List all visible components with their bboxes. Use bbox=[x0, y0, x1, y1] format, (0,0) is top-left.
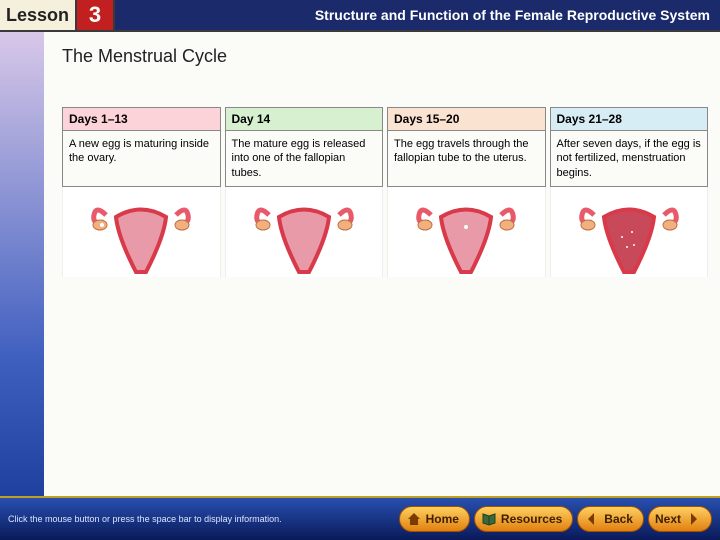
phase-diagram bbox=[550, 187, 709, 277]
phase-col: Days 15–20 The egg travels through the f… bbox=[387, 107, 546, 277]
phase-days: Days 21–28 bbox=[550, 107, 709, 131]
phase-desc: The mature egg is released into one of t… bbox=[225, 131, 384, 187]
phase-days: Days 15–20 bbox=[387, 107, 546, 131]
phase-diagram bbox=[62, 187, 221, 277]
uterus-icon bbox=[86, 197, 196, 277]
home-icon bbox=[406, 511, 422, 527]
lesson-number: 3 bbox=[77, 0, 115, 32]
uterus-icon bbox=[574, 197, 684, 277]
phase-desc: The egg travels through the fallopian tu… bbox=[387, 131, 546, 187]
book-icon bbox=[481, 511, 497, 527]
resources-label: Resources bbox=[501, 512, 562, 526]
phase-desc: After seven days, if the egg is not fert… bbox=[550, 131, 709, 187]
next-button[interactable]: Next bbox=[648, 506, 712, 532]
left-decorative-strip bbox=[0, 32, 44, 496]
footer-hint: Click the mouse button or press the spac… bbox=[8, 514, 399, 524]
footer-nav: Click the mouse button or press the spac… bbox=[0, 496, 720, 540]
phase-diagram bbox=[225, 187, 384, 277]
slide-content: The Menstrual Cycle Days 1–13 A new egg … bbox=[44, 32, 720, 496]
header: Lesson 3 Structure and Function of the F… bbox=[0, 0, 720, 32]
phase-desc: A new egg is maturing inside the ovary. bbox=[62, 131, 221, 187]
uterus-icon bbox=[249, 197, 359, 277]
resources-button[interactable]: Resources bbox=[474, 506, 573, 532]
home-button[interactable]: Home bbox=[399, 506, 470, 532]
phase-days: Day 14 bbox=[225, 107, 384, 131]
back-label: Back bbox=[604, 512, 633, 526]
uterus-icon bbox=[411, 197, 521, 277]
slide-subtitle: The Menstrual Cycle bbox=[62, 46, 708, 67]
lesson-label: Lesson bbox=[0, 0, 77, 32]
phase-days: Days 1–13 bbox=[62, 107, 221, 131]
arrow-right-icon bbox=[685, 511, 701, 527]
arrow-left-icon bbox=[584, 511, 600, 527]
phase-diagram bbox=[387, 187, 546, 277]
home-label: Home bbox=[426, 512, 459, 526]
next-label: Next bbox=[655, 512, 681, 526]
phase-table: Days 1–13 A new egg is maturing inside t… bbox=[62, 107, 708, 277]
back-button[interactable]: Back bbox=[577, 506, 644, 532]
phase-col: Days 21–28 After seven days, if the egg … bbox=[550, 107, 709, 277]
phase-col: Days 1–13 A new egg is maturing inside t… bbox=[62, 107, 221, 277]
phase-col: Day 14 The mature egg is released into o… bbox=[225, 107, 384, 277]
chapter-title: Structure and Function of the Female Rep… bbox=[115, 0, 720, 32]
